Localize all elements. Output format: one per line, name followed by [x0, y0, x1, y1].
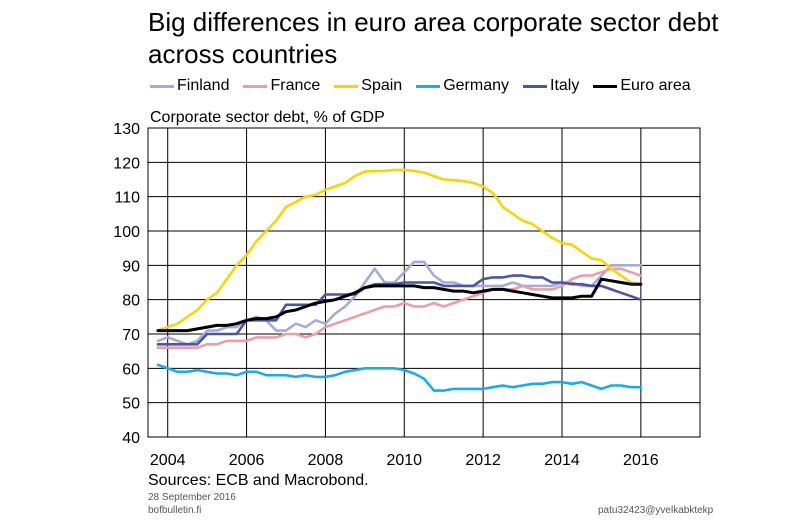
x-tick-label: 2010 — [386, 452, 422, 469]
y-tick-label: 40 — [122, 430, 140, 447]
legend-item: Germany — [416, 77, 509, 95]
legend-item: Finland — [150, 77, 229, 95]
y-tick-label: 80 — [122, 293, 140, 310]
x-tick-label: 2012 — [465, 452, 501, 469]
series-line-spain — [156, 168, 643, 332]
y-tick-label: 100 — [113, 224, 140, 241]
legend-swatch — [593, 84, 618, 88]
site-name: bofbulletin.fi — [148, 505, 202, 516]
x-tick-label: 2016 — [623, 452, 659, 469]
chart-legend: Finland France Spain Germany Italy Euro area — [150, 75, 705, 97]
legend-item: France — [243, 77, 320, 95]
legend-item: Spain — [334, 77, 402, 95]
source-note: Sources: ECB and Macrobond. — [148, 472, 369, 489]
legend-label: Germany — [443, 77, 509, 94]
y-tick-label: 60 — [122, 361, 140, 378]
legend-swatch — [334, 84, 359, 88]
y-axis-label: Corporate sector debt, % of GDP — [150, 109, 385, 126]
x-tick-label: 2008 — [308, 452, 344, 469]
plot-frame — [147, 127, 701, 438]
publication-date: 28 September 2016 — [148, 492, 236, 503]
x-tick-label: 2006 — [229, 452, 265, 469]
chart-title-line-2: across countries — [148, 39, 338, 69]
chart-title: Big differences in euro area corporate s… — [148, 6, 788, 70]
y-tick-label: 130 — [113, 121, 140, 138]
legend-item: Euro area — [593, 77, 691, 95]
legend-swatch — [416, 84, 441, 88]
y-tick-label: 120 — [113, 155, 140, 172]
y-tick-label: 90 — [122, 258, 140, 275]
legend-label: France — [270, 77, 321, 94]
legend-label: Italy — [550, 77, 580, 94]
chart-title-line-1: Big differences in euro area corporate s… — [148, 7, 719, 37]
x-tick-label: 2014 — [544, 452, 580, 469]
y-tick-label: 50 — [122, 396, 140, 413]
legend-swatch — [243, 84, 268, 88]
series-line-france — [156, 267, 643, 350]
legend-label: Euro area — [620, 77, 691, 94]
legend-swatch — [523, 84, 547, 88]
series-line-italy — [156, 274, 643, 346]
legend-label: Finland — [177, 77, 230, 94]
y-tick-label: 70 — [122, 327, 140, 344]
legend-label: Spain — [361, 77, 403, 94]
chart-code: patu32423@yvelkabktekp — [598, 505, 714, 516]
series-line-euro-area — [156, 277, 643, 333]
x-tick-label: 2004 — [150, 452, 186, 469]
legend-swatch — [150, 84, 174, 88]
y-tick-label: 110 — [114, 190, 140, 207]
legend-item: Italy — [523, 77, 579, 95]
series-line-germany — [156, 363, 643, 392]
